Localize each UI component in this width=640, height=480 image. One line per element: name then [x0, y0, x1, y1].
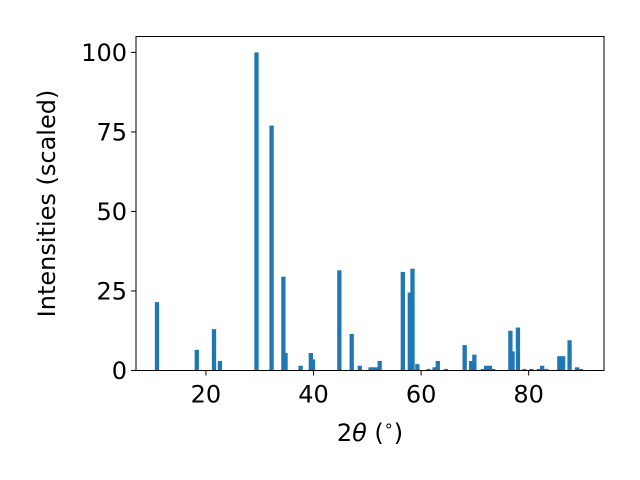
bar — [484, 365, 489, 371]
bar — [491, 368, 496, 371]
bar — [283, 353, 288, 371]
bar — [443, 368, 448, 371]
bar — [298, 365, 303, 371]
bar — [480, 368, 486, 371]
bar — [410, 268, 415, 371]
y-tick-label: 25 — [96, 277, 127, 305]
y-tick-label: 50 — [96, 198, 127, 226]
bar — [349, 333, 354, 371]
y-axis: 0 25 50 75 100 — [81, 39, 136, 385]
bar — [522, 368, 527, 371]
x-tick-label: 40 — [298, 381, 329, 409]
bar — [368, 367, 373, 371]
y-axis-label: Intensities (scaled) — [33, 90, 61, 318]
bar — [544, 368, 549, 371]
bar — [400, 271, 405, 371]
x-tick-label: 20 — [191, 381, 222, 409]
bar — [578, 368, 584, 371]
bar — [510, 351, 515, 371]
bar — [377, 360, 382, 371]
bar — [211, 329, 217, 371]
bar — [529, 368, 534, 371]
x-tick-label: 80 — [513, 381, 544, 409]
x-axis-label: 2θ (∘) — [337, 416, 403, 447]
bar — [536, 368, 542, 371]
bar — [462, 345, 467, 371]
bar — [472, 354, 477, 371]
bars-layer — [154, 52, 584, 371]
bar — [567, 340, 572, 371]
bar — [269, 125, 274, 371]
bar — [432, 367, 437, 371]
bar — [560, 356, 566, 371]
bar — [407, 292, 412, 371]
bar — [487, 365, 493, 371]
bar — [357, 365, 362, 371]
bar — [557, 356, 562, 371]
bar — [154, 302, 160, 371]
y-tick-label: 100 — [81, 39, 127, 67]
bar — [574, 367, 580, 371]
bar — [337, 270, 342, 371]
plot-area-frame — [135, 36, 605, 371]
bar — [194, 349, 199, 371]
y-tick-label: 75 — [96, 118, 127, 146]
bar — [217, 360, 223, 371]
bar — [371, 367, 376, 371]
bar — [468, 360, 474, 371]
x-axis: 20 40 60 80 — [191, 370, 544, 409]
bar — [539, 365, 545, 371]
bar — [426, 368, 431, 371]
bar — [310, 359, 316, 371]
bar — [515, 327, 521, 371]
y-tick-label: 0 — [112, 357, 127, 385]
bar — [254, 52, 259, 371]
bar — [281, 276, 286, 371]
x-tick-label: 60 — [406, 381, 437, 409]
bar — [435, 360, 440, 371]
bar — [415, 364, 420, 371]
bar — [508, 330, 513, 371]
